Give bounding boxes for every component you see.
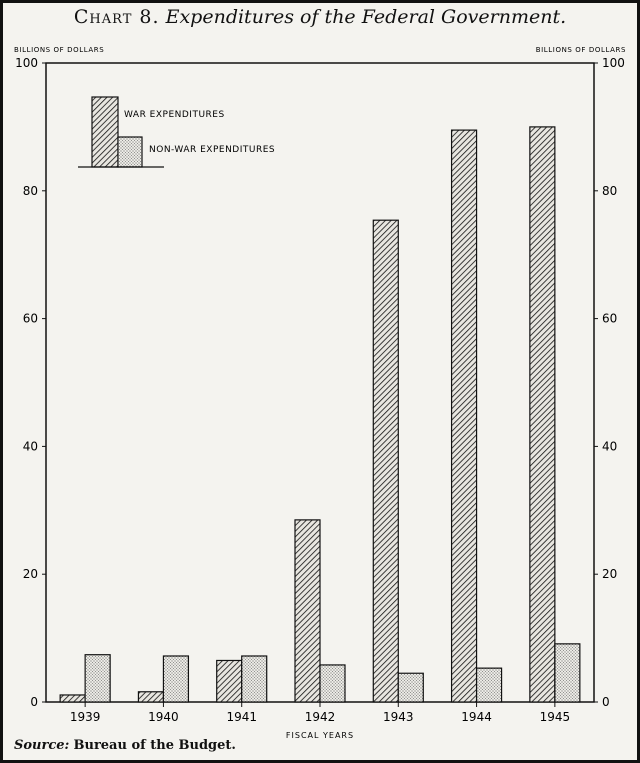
y-axis: 0 0 20 20 40 40 60 60 80 80 100 100 xyxy=(15,56,625,709)
bar-nonwar-1943 xyxy=(397,672,424,703)
bar-nonwar-1942 xyxy=(319,664,346,703)
y-tick-label-right: 60 xyxy=(602,312,617,326)
legend-label-war: WAR EXPENDITURES xyxy=(124,110,225,120)
x-tick-label: 1945 xyxy=(540,710,571,724)
source-text: Bureau of the Budget. xyxy=(73,738,236,753)
y-unit-right: BILLIONS OF DOLLARS xyxy=(536,46,626,54)
x-tick-label: 1941 xyxy=(226,710,257,724)
bars xyxy=(59,126,581,703)
x-tick-label: 1943 xyxy=(383,710,414,724)
y-tick-label-right: 40 xyxy=(602,439,617,453)
y-tick-label-left: 60 xyxy=(23,312,38,326)
y-tick-label-left: 80 xyxy=(23,184,38,198)
chart-title: Chart 8. Expenditures of the Federal Gov… xyxy=(0,6,640,28)
source-label: Source: xyxy=(14,738,70,753)
bar-nonwar-1940 xyxy=(162,655,190,703)
y-tick-label-right: 100 xyxy=(602,56,625,70)
bar-war-1940 xyxy=(137,691,165,703)
bar-war-1943 xyxy=(372,219,399,703)
x-tick-label: 1944 xyxy=(461,710,492,724)
y-tick-label-right: 0 xyxy=(602,695,610,709)
x-tick-label: 1940 xyxy=(148,710,179,724)
chart-title-lead: Chart 8. xyxy=(73,6,160,28)
bar-nonwar-1944 xyxy=(475,667,503,703)
x-axis: 1939 1940 1941 1942 1943 1944 1945 xyxy=(70,702,570,724)
legend-swatch-nonwar xyxy=(117,136,143,168)
chart-title-text: Expenditures of the Federal Government. xyxy=(165,6,567,28)
bar-war-1939 xyxy=(59,694,86,703)
bar-war-1944 xyxy=(450,129,478,703)
x-axis-title: FISCAL YEARS xyxy=(286,731,354,740)
legend-label-nonwar: NON-WAR EXPENDITURES xyxy=(149,145,275,155)
y-tick-label-left: 100 xyxy=(15,56,38,70)
legend-swatch-war xyxy=(91,96,119,168)
legend: WAR EXPENDITURES NON-WAR EXPENDITURES xyxy=(78,96,275,168)
y-unit-left: BILLIONS OF DOLLARS xyxy=(14,46,104,54)
x-tick-label: 1939 xyxy=(70,710,101,724)
bar-war-1945 xyxy=(529,126,556,703)
x-tick-label: 1942 xyxy=(305,710,336,724)
y-tick-label-right: 20 xyxy=(602,567,617,581)
bar-nonwar-1945 xyxy=(554,643,581,703)
source-note: Source: Bureau of the Budget. xyxy=(14,738,236,753)
y-tick-label-left: 40 xyxy=(23,439,38,453)
y-tick-label-right: 80 xyxy=(602,184,617,198)
bar-nonwar-1939 xyxy=(84,654,111,703)
bar-war-1941 xyxy=(216,659,243,703)
y-tick-label-left: 20 xyxy=(23,567,38,581)
y-tick-label-left: 0 xyxy=(30,695,38,709)
bar-nonwar-1941 xyxy=(241,655,268,703)
bar-war-1942 xyxy=(294,519,321,703)
